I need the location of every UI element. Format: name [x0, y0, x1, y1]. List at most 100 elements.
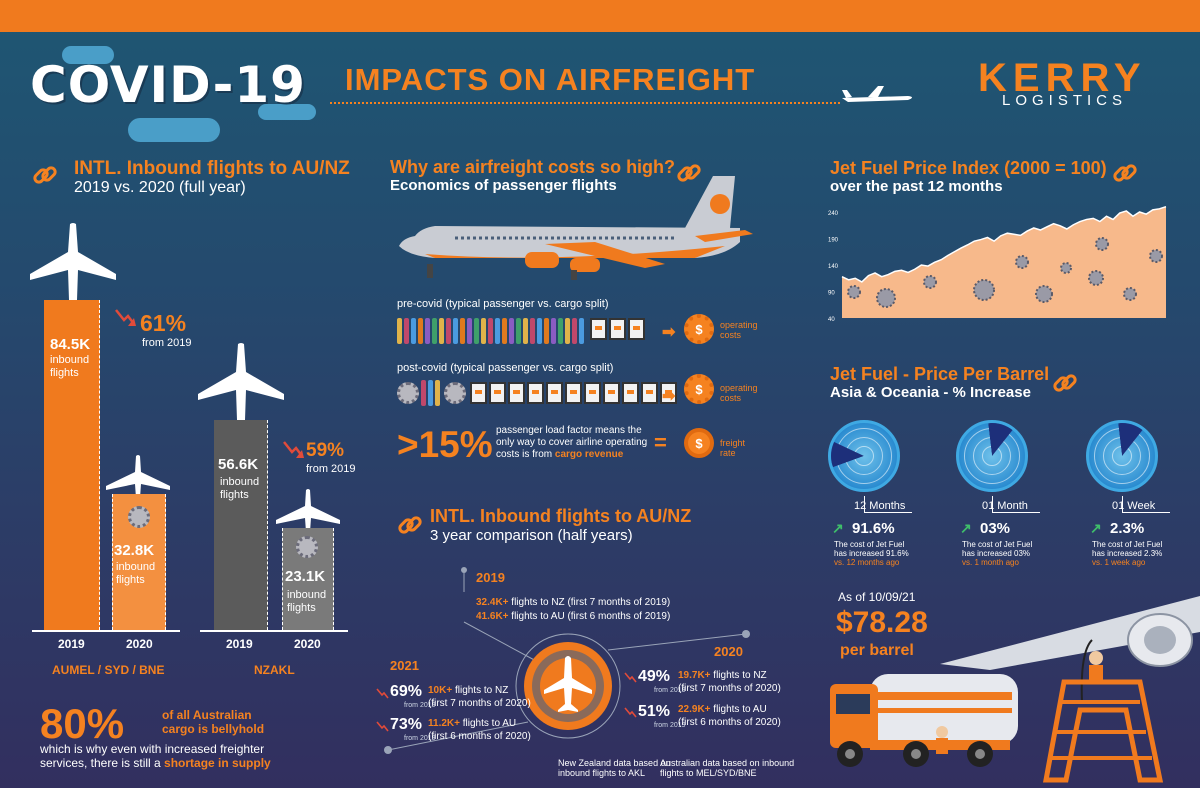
bar-unit: flights — [50, 367, 79, 379]
section-subtitle-barrel: Asia & Oceania - % Increase — [830, 384, 1031, 401]
bar-value: 56.6K — [218, 456, 259, 473]
y-tick-label: 140 — [828, 264, 839, 270]
stat-text: flights to NZ (first 7 months of 2019) — [508, 597, 671, 608]
trend-down-icon — [624, 707, 637, 718]
virus-icon — [923, 275, 937, 289]
axis-baseline — [200, 630, 348, 632]
bar-au-2020 — [112, 494, 166, 630]
virus-icon — [1015, 255, 1029, 269]
brand-logo: KERRY — [978, 56, 1147, 100]
freight-rate-label: freight rate — [720, 438, 745, 458]
link-icon — [398, 516, 422, 534]
barrel-price: $78.28 — [836, 606, 928, 639]
from-label: from 2019 — [654, 722, 686, 729]
bar-value: 84.5K — [50, 336, 91, 353]
stat-value: 10K+ — [428, 685, 453, 696]
stat-value: 11.2K+ — [428, 718, 460, 729]
stat-2020-au: 22.9K+ flights to AU — [678, 704, 767, 716]
footnote-line: inbound flights to AKL — [558, 768, 646, 778]
from-label: from 2019 — [654, 687, 686, 694]
arrow-icon: ➡ — [662, 388, 676, 405]
passenger-plane-illustration — [399, 176, 753, 280]
change-from: from 2019 — [142, 337, 192, 349]
footnote-au: Australian data based on inbound flights … — [660, 758, 794, 778]
stat-2020-nz: 19.7K+ flights to NZ — [678, 670, 767, 682]
stat-value: 22.9K+ — [678, 704, 711, 715]
bar-unit: inbound — [116, 561, 156, 573]
load-factor-text-pre: costs is from — [496, 449, 555, 460]
gauge-description: The cost of Jet Fuel — [834, 540, 905, 549]
post-covid-label: post-covid (typical passenger vs. cargo … — [397, 362, 614, 374]
gauge-description: vs. 12 months ago — [834, 558, 900, 567]
stat-value: 19.7K+ — [678, 670, 711, 681]
bar-unit: inbound — [287, 589, 327, 601]
shortage-text: services, there is still a shortage in s… — [40, 756, 271, 770]
cloud-icon — [128, 118, 220, 142]
operating-costs-line: costs — [720, 330, 742, 340]
trend-down-icon — [283, 441, 304, 458]
link-icon — [1053, 374, 1077, 392]
fuel-index-area — [842, 206, 1166, 318]
virus-icon — [296, 536, 318, 558]
stat-text: flights to AU — [710, 704, 767, 715]
brand-logo-sub: LOGISTICS — [1002, 92, 1128, 109]
pct-2021-nz: 69% — [390, 683, 423, 700]
bar-year: 2019 — [58, 637, 85, 651]
airplane-icon — [842, 86, 912, 102]
pre-covid-passenger-row — [397, 318, 645, 344]
axis-baseline — [32, 630, 180, 632]
link-icon — [1113, 164, 1137, 182]
radar-gauge — [1086, 420, 1158, 492]
equals-icon: = — [654, 430, 667, 455]
bar-unit: flights — [287, 602, 316, 614]
load-factor-text: only way to cover airline operating — [496, 437, 648, 448]
page-subtitle: IMPACTS ON AIRFREIGHT — [345, 62, 756, 97]
y-tick-label: 240 — [828, 211, 839, 217]
gauge-underline — [992, 512, 1040, 513]
stat-text: flights to AU — [459, 718, 517, 729]
pct-2021-au: 73% — [390, 716, 423, 733]
virus-icon — [1060, 262, 1072, 274]
bellyhold-percent: 80% — [40, 700, 125, 747]
group-label: NZAKL — [254, 663, 295, 677]
gauge-connector — [864, 496, 865, 512]
trend-up-icon: ↗ — [1090, 520, 1102, 536]
bar-value: 23.1K — [285, 568, 326, 585]
bar-value: 32.8K — [114, 542, 155, 559]
fuel-index-line — [841, 206, 1167, 283]
y-tick-label: 90 — [828, 291, 835, 297]
page-title: COVID-19 — [30, 56, 306, 114]
airplane-icon — [30, 223, 116, 312]
as-of-date: As of 10/09/21 — [838, 590, 916, 604]
airplane-icon — [276, 489, 340, 539]
operating-costs-line: operating — [720, 320, 758, 330]
trend-down-icon — [376, 721, 389, 732]
airplane-icon — [198, 343, 284, 432]
load-factor-text: costs is from cargo revenue — [496, 449, 623, 461]
virus-icon — [847, 285, 861, 299]
operating-costs-label: operating costs — [720, 320, 758, 340]
bar-year: 2019 — [226, 637, 253, 651]
bar-year: 2020 — [294, 637, 321, 651]
gauge-description: The cost of Jet Fuel — [962, 540, 1033, 549]
year-label-2019: 2019 — [476, 570, 505, 585]
freight-rate-icon: $ — [684, 428, 714, 458]
section-title-inbound: INTL. Inbound flights to AU/NZ — [74, 158, 350, 179]
gauge-percent: 2.3% — [1110, 520, 1145, 537]
stat-value: 41.6K+ — [476, 611, 509, 622]
gauge-underline — [864, 512, 912, 513]
gauge-description: vs. 1 week ago — [1092, 558, 1146, 567]
post-covid-passenger-row — [397, 380, 677, 406]
trend-down-icon — [376, 688, 389, 699]
gauge-timeframe: 01 Week — [1112, 500, 1156, 512]
section-subtitle-inbound: 2019 vs. 2020 (full year) — [74, 179, 246, 196]
footnote-line: New Zealand data based on — [558, 758, 671, 768]
virus-icon — [1088, 270, 1104, 286]
change-from: from 2019 — [306, 463, 356, 475]
gauge-underline — [1122, 512, 1170, 513]
group-label: AUMEL / SYD / BNE — [52, 663, 165, 677]
stat-2019-nz: 32.4K+ flights to NZ (first 7 months of … — [476, 597, 670, 609]
operating-costs-line: costs — [720, 393, 742, 403]
change-percent: 61% — [140, 310, 187, 336]
link-icon — [33, 166, 57, 184]
